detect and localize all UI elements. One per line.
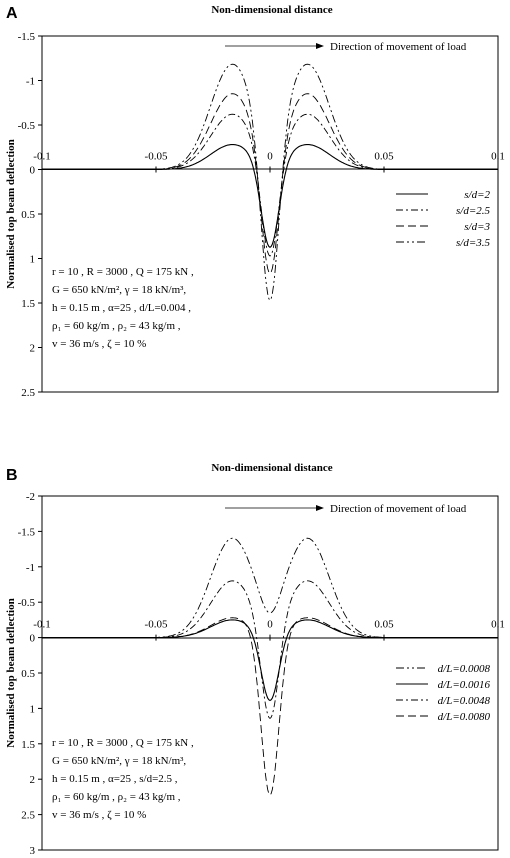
panel-b-annotation-line-3: h = 0.15 m , α=25 , s/d=2.5 , [52,773,178,785]
panel-a-arrow-text: Direction of movement of load [330,41,467,53]
panel-b-annotation: r = 10 , R = 3000 , Q = 175 kN , G = 650… [52,737,194,821]
panel-a-annotation: r = 10 , R = 3000 , Q = 175 kN , G = 650… [52,266,194,350]
y-tick-label: 1.5 [21,739,35,751]
x-tick-label: -0.05 [145,151,168,163]
panel-b-title: Non-dimensional distance [211,462,332,474]
panel-a-y-ticks: -1.5 -1 -0.5 0 0.5 1 1.5 2 2.5 [18,31,42,399]
panel-a-annotation-line-5: v = 36 m/s , ζ = 10 % [52,338,146,350]
y-tick-label: 0 [30,165,36,177]
panel-b-annotation-line-1: r = 10 , R = 3000 , Q = 175 kN , [52,737,194,749]
y-tick-label: -0.5 [18,120,36,132]
x-tick-label: 0 [267,619,273,631]
y-tick-label: 1.5 [21,298,35,310]
y-tick-label: 0.5 [21,209,35,221]
panel-a-letter: A [6,5,18,22]
panel-a-annotation-line-2: G = 650 kN/m², γ = 18 kN/m³, [52,284,186,296]
y-tick-label: 0 [30,633,36,645]
legend-label: s/d=2 [464,189,490,201]
legend-label: s/d=2.5 [456,205,491,217]
y-tick-label: 3 [30,845,36,857]
legend-label: d/L=0.0080 [438,711,491,723]
y-tick-label: 1 [30,254,36,266]
panel-b-y-axis-label: Normalised top beam deflection [5,598,17,747]
panel-a-annotation-line-3: h = 0.15 m , α=25 , d/L=0.004 , [52,302,191,314]
legend-label: s/d=3 [464,221,490,233]
panel-a-annotation-line-4: ρ₁ = 60 kg/m , ρ₂ = 43 kg/m , [52,320,181,332]
y-tick-label: 0.5 [21,668,35,680]
panel-a-x-ticks: -0.1 -0.05 0 0.05 0.1 [33,151,505,173]
panel-a-plot-frame [41,35,499,393]
y-tick-label: -1 [26,76,35,88]
panel-b: B Non-dimensional distance -2 -1.5 -1 -0.5 0… [5,462,505,857]
legend-label: d/L=0.0016 [438,679,491,691]
y-tick-label: 1 [30,703,36,715]
y-tick-label: 2.5 [21,387,35,399]
series-line-4 [42,63,498,302]
series-line-4 [42,617,498,796]
y-tick-label: -2 [26,491,35,503]
panel-b-letter: B [6,467,18,484]
panel-b-legend: d/L=0.0008 d/L=0.0016 d/L=0.0048 d/L=0.0080 [396,663,490,723]
panel-b-arrow-text: Direction of movement of load [330,503,467,515]
panel-a-title: Non-dimensional distance [211,4,332,16]
panel-a-annotation-line-1: r = 10 , R = 3000 , Q = 175 kN , [52,266,194,278]
y-tick-label: 2.5 [21,810,35,822]
y-tick-label: 2 [30,774,36,786]
x-tick-label: 0.05 [374,619,394,631]
x-tick-label: 0.1 [491,151,505,163]
legend-label: d/L=0.0008 [438,663,491,675]
x-tick-label: 0.05 [374,151,394,163]
panel-b-y-ticks: -2 -1.5 -1 -0.5 0 0.5 1 1.5 2 2.5 3 [18,491,42,857]
panel-a: A Non-dimensional distance -1.5 -1 -0.5 0 0.… [5,4,505,399]
y-tick-label: -1.5 [18,526,36,538]
panel-b-series-lines [42,537,498,796]
panel-a-series-lines [42,63,498,302]
y-tick-label: -0.5 [18,597,36,609]
y-tick-label: -1 [26,562,35,574]
x-tick-label: 0.1 [491,619,505,631]
y-tick-label: 2 [30,343,36,355]
panel-b-plot-frame [41,495,499,851]
legend-label: s/d=3.5 [456,237,491,249]
panel-a-arrow-head [316,43,324,49]
panel-b-x-ticks: -0.1 -0.05 0 0.05 0.1 [33,619,505,641]
panel-a-legend: s/d=2 s/d=2.5 s/d=3 s/d=3.5 [396,189,490,249]
panel-b-annotation-line-2: G = 650 kN/m², γ = 18 kN/m³, [52,755,186,767]
panel-b-annotation-line-5: v = 36 m/s , ζ = 10 % [52,809,146,821]
y-tick-label: -1.5 [18,31,36,43]
x-tick-label: -0.05 [145,619,168,631]
x-tick-label: 0 [267,151,273,163]
panel-a-y-axis-label: Normalised top beam deflection [5,139,17,288]
x-tick-label: -0.1 [33,619,50,631]
legend-label: d/L=0.0048 [438,695,491,707]
x-tick-label: -0.1 [33,151,50,163]
panel-b-annotation-line-4: ρ₁ = 60 kg/m , ρ₂ = 43 kg/m , [52,791,181,803]
panel-b-arrow-head [316,505,324,511]
